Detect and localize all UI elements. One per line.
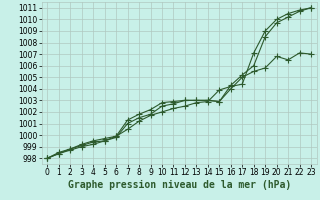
X-axis label: Graphe pression niveau de la mer (hPa): Graphe pression niveau de la mer (hPa) <box>68 180 291 190</box>
